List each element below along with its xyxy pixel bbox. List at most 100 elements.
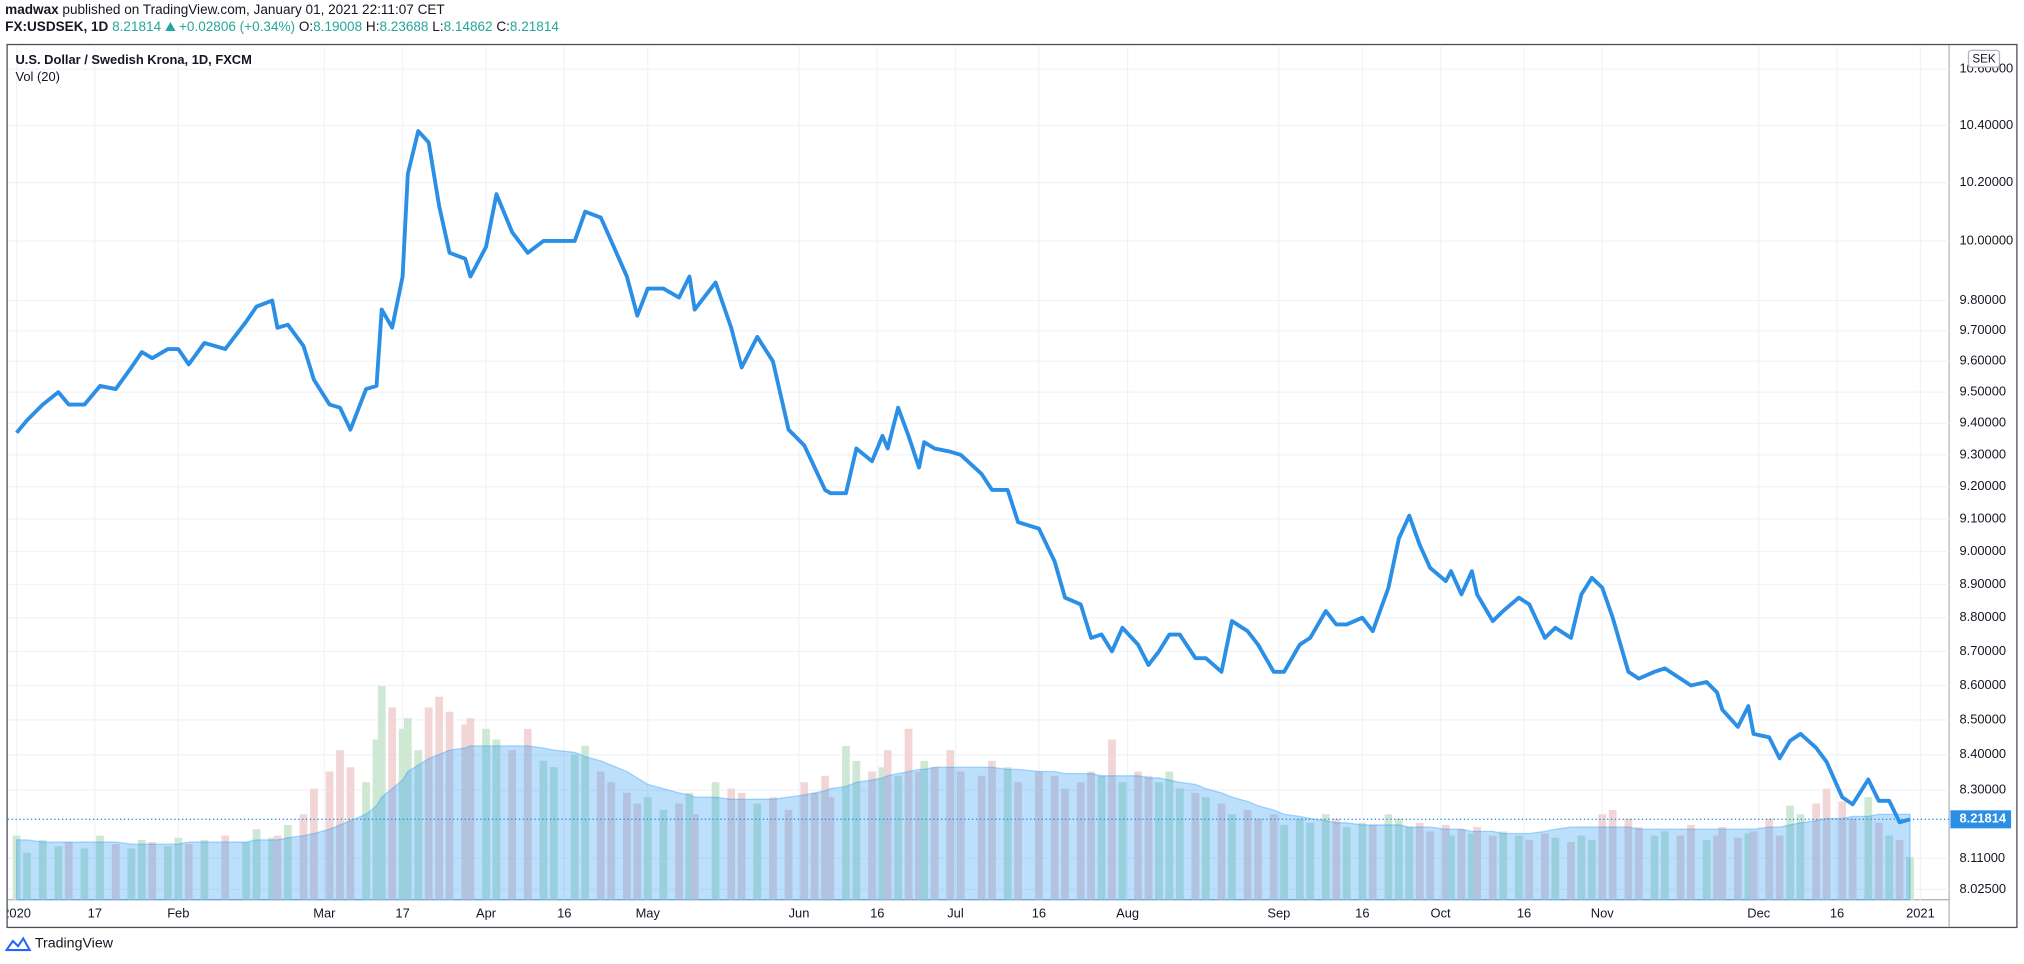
volume-bar (977, 775, 986, 900)
y-tick-label: 9.00000 (1959, 543, 2006, 558)
last-price-box (1950, 810, 2012, 829)
y-tick-label: 10.00000 (1959, 232, 2013, 247)
up-arrow (164, 21, 176, 31)
volume-bar (148, 842, 157, 900)
published: published on TradingView.com, January 01… (62, 2, 445, 19)
volume-bar (1358, 822, 1367, 900)
volume-bar (711, 782, 720, 900)
x-tick-label: Nov (1591, 905, 1614, 920)
volume-bar (581, 745, 590, 900)
volume-bar (878, 767, 887, 900)
volume-bar (946, 750, 955, 900)
volume-bar (200, 839, 209, 900)
y-tick-label: 9.40000 (1959, 415, 2006, 430)
volume-bar (539, 760, 548, 900)
volume-bar (1441, 824, 1450, 900)
y-tick-label: 9.60000 (1959, 353, 2006, 368)
volume-bar (283, 824, 292, 900)
y-tick-label: 8.90000 (1959, 576, 2006, 591)
change: +0.02806 (+0.34%) (179, 19, 296, 35)
volume-bar (1608, 809, 1617, 900)
volume-bar (1405, 827, 1414, 900)
ohlc-value: 8.19008 (313, 19, 363, 35)
volume-bar (753, 803, 762, 900)
chart-title: U.S. Dollar / Swedish Krona, 1D, FXCM (15, 52, 251, 67)
ohlc: O:8.19008 H:8.23688 L:8.14862 C:8.21814 (299, 19, 559, 34)
y-tick-label: 10.20000 (1959, 174, 2013, 189)
volume-bar (1567, 842, 1575, 900)
volume-bar (852, 760, 861, 900)
volume-bar (1676, 835, 1685, 900)
quote-line: FX:USDSEK, 1D 8.21814 +0.02806 (+0.34%) … (5, 19, 559, 36)
volume-bar (1541, 833, 1549, 900)
ohlc-value: 8.14862 (443, 19, 493, 35)
volume-bar (1165, 771, 1174, 900)
y-tick-label: 9.80000 (1959, 292, 2006, 307)
header: madwax published on TradingView.com, Jan… (5, 3, 559, 37)
x-tick-label: 17 (88, 905, 102, 920)
y-tick-label: 9.70000 (1959, 322, 2006, 337)
author: madwax (5, 2, 59, 19)
price-pane (7, 129, 1950, 825)
time-axis: 2020 17 Feb Mar 17 Apr 16 May Jun 16 Jul 16 Aug Sep 16… (8, 905, 1935, 920)
x-tick-label: Sep (1267, 905, 1290, 920)
x-tick-label: Aug (1116, 905, 1139, 920)
volume-bar (325, 771, 334, 900)
volume-bar (1885, 835, 1894, 900)
volume-bar (482, 728, 490, 900)
volume-bar (800, 782, 809, 900)
volume-bar (111, 844, 120, 900)
volume-bar (523, 728, 532, 900)
last-price-label: 8.21814 (1959, 811, 2006, 826)
volume-bar (346, 767, 355, 900)
volume-bar (1525, 839, 1534, 900)
volume-bar (268, 837, 277, 900)
volume-bar (1473, 827, 1481, 900)
x-tick-label: Feb (167, 905, 189, 920)
volume-bar (1394, 818, 1403, 900)
volume-bar (1687, 824, 1695, 900)
volume-bar (1577, 835, 1586, 900)
volume-bar (894, 775, 902, 900)
ohlc-label: C: (496, 19, 510, 35)
currency-box (1967, 49, 2001, 68)
volume-bar (174, 837, 183, 900)
volume-bar (398, 728, 407, 900)
last: 8.21814 (112, 19, 162, 35)
volume-ma-area (15, 745, 1911, 901)
volume-bar (54, 846, 63, 900)
volume-bar (64, 842, 73, 900)
x-tick-label: Apr (476, 905, 497, 920)
volume-bar (1342, 827, 1351, 900)
volume-bar (810, 792, 819, 900)
volume-bar (596, 771, 605, 900)
volume-bar (1551, 837, 1560, 900)
volume-bar (1003, 767, 1012, 900)
volume-bar (1306, 822, 1315, 900)
volume-bar (1228, 814, 1236, 900)
volume-bar (414, 750, 423, 900)
volume-bar (252, 829, 261, 900)
symbol: FX:USDSEK, 1D (5, 19, 109, 35)
ohlc-value: 8.23688 (379, 19, 429, 35)
volume-bar (377, 686, 386, 900)
volume-bar (737, 792, 746, 900)
volume-bar (1155, 782, 1163, 900)
x-tick-label: Jun (789, 905, 810, 920)
volume-bar (1144, 775, 1153, 900)
volume-bar (1097, 775, 1106, 900)
y-tick-label: 9.50000 (1959, 384, 2006, 399)
x-tick-label: Oct (1431, 905, 1451, 920)
volume-bar (1332, 818, 1341, 900)
volume-bar (1243, 809, 1252, 900)
volume-bar (1254, 818, 1262, 900)
volume-bar (1650, 835, 1659, 900)
volume-bar (273, 835, 282, 900)
x-tick-label: 16 (557, 905, 571, 920)
x-tick-label: 17 (395, 905, 409, 920)
volume-bar (1702, 839, 1711, 900)
volume-bar (80, 848, 89, 900)
volume-bar (1874, 822, 1883, 900)
volume-bar (1848, 818, 1857, 900)
